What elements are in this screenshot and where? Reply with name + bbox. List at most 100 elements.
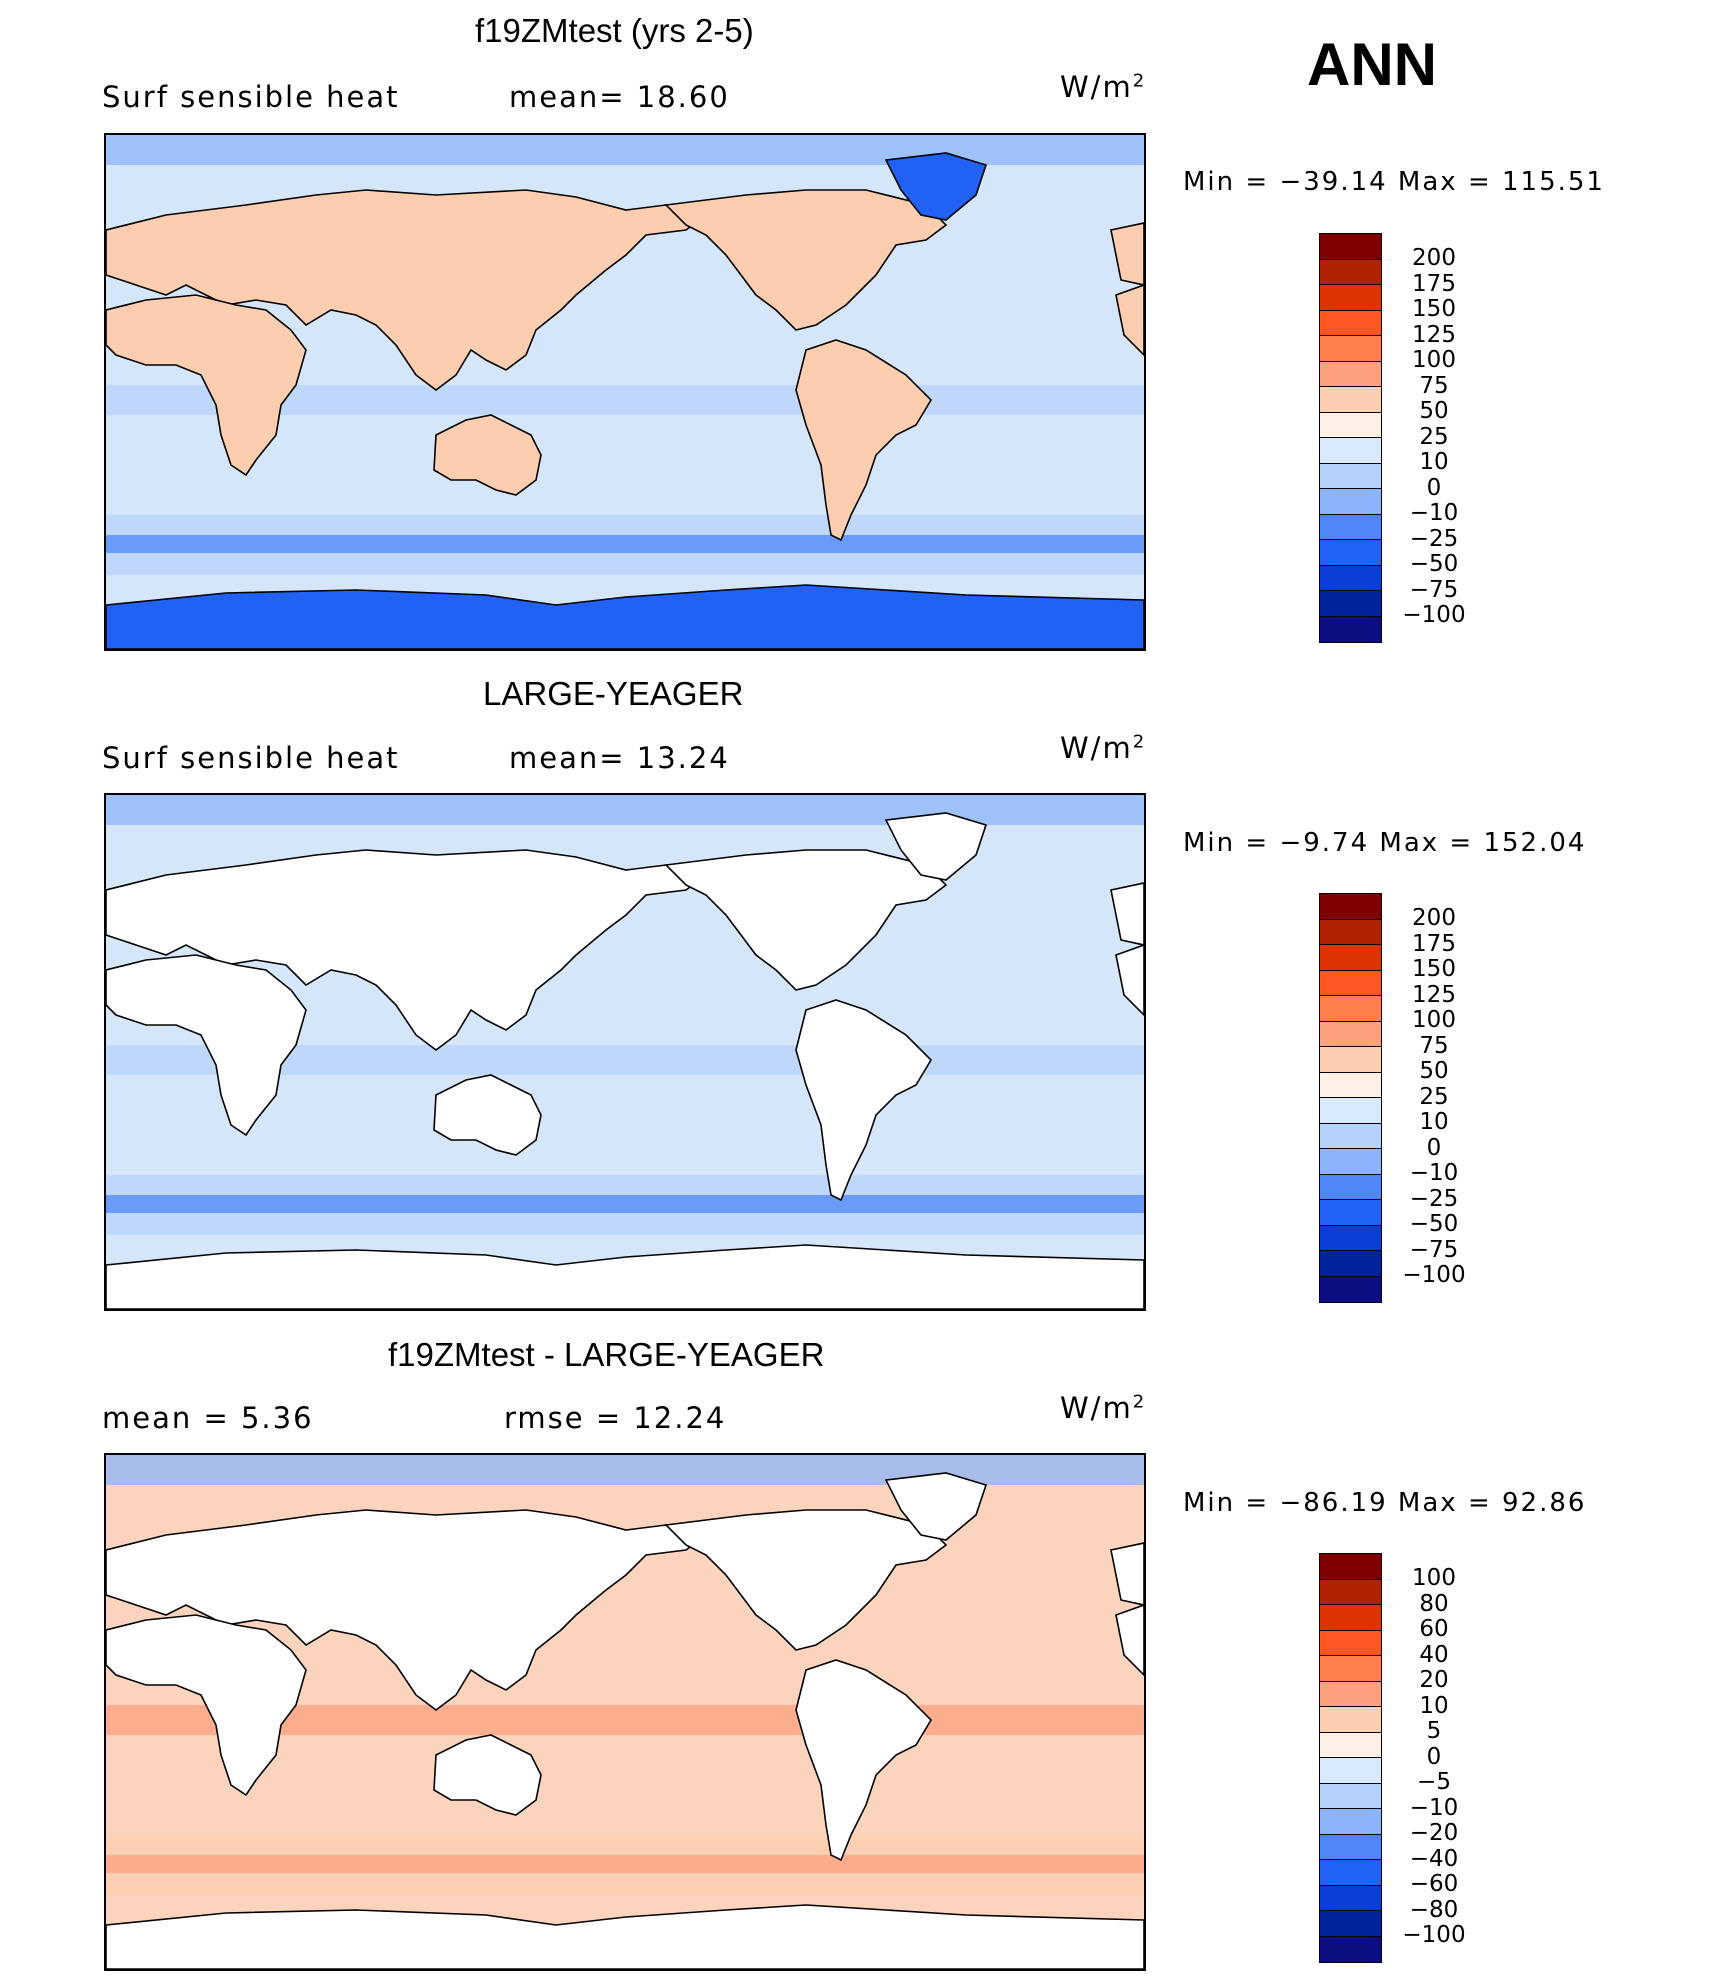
- panel-3-mean-label: mean = 5.36: [102, 1401, 314, 1435]
- continent-antarctica: [106, 584, 1144, 649]
- colorbar-swatch: [1320, 1200, 1381, 1226]
- colorbar-level-label: 200: [1412, 905, 1456, 931]
- panel-2-minmax: Min = −9.74 Max = 152.04: [1183, 828, 1587, 858]
- panel-2-colorbar-labels: 200 175 150 125 100 75 50 25 10 0 −10 −25 −50 −75 −100: [1398, 905, 1470, 1289]
- panel-1-map: [104, 133, 1146, 651]
- colorbar-swatch: [1320, 1251, 1381, 1277]
- field-band: [106, 1455, 1144, 1485]
- colorbar-swatch: [1320, 310, 1381, 336]
- colorbar-level-label: 20: [1419, 1667, 1449, 1693]
- continent-africa: [106, 294, 307, 477]
- season-label: ANN: [1307, 31, 1437, 98]
- colorbar-swatch: [1320, 514, 1381, 540]
- continent-africa: [106, 954, 307, 1137]
- colorbar-level-label: 75: [1419, 372, 1449, 399]
- colorbar-swatch: [1320, 1174, 1381, 1200]
- continent-eu_right: [1110, 882, 1144, 946]
- panel-3-units: W/m2: [1060, 1391, 1147, 1425]
- field-band: [106, 135, 1144, 165]
- panel-2-map: [104, 793, 1146, 1311]
- colorbar-swatch: [1320, 1630, 1381, 1656]
- colorbar-swatch: [1320, 1681, 1381, 1707]
- colorbar-level-label: −10: [1409, 1160, 1459, 1186]
- field-band: [106, 1195, 1144, 1213]
- colorbar-swatch: [1320, 1809, 1381, 1835]
- colorbar-swatch: [1320, 1276, 1381, 1302]
- continent-greenland: [884, 1472, 988, 1541]
- colorbar-swatch: [1320, 970, 1381, 996]
- panel-1-minmax: Min = −39.14 Max = 115.51: [1183, 167, 1605, 197]
- colorbar-level-label: 100: [1412, 1007, 1456, 1033]
- panel-1-units: W/m2: [1060, 70, 1147, 104]
- colorbar-level-label: 0: [1426, 1743, 1442, 1770]
- panel-1-mean-label: mean= 18.60: [509, 80, 730, 114]
- colorbar-swatch: [1320, 565, 1381, 591]
- panel-2-mean-label: mean= 13.24: [509, 741, 730, 775]
- continent-australia: [433, 1074, 542, 1156]
- colorbar-swatch: [1320, 1021, 1381, 1047]
- colorbar-level-label: 10: [1419, 449, 1449, 475]
- colorbar-level-label: 40: [1419, 1641, 1449, 1668]
- colorbar-swatch: [1320, 259, 1381, 285]
- colorbar-swatch: [1320, 1149, 1381, 1175]
- continent-greenland: [884, 152, 988, 221]
- panel-1-colorbar: [1319, 233, 1382, 643]
- colorbar-swatch: [1320, 387, 1381, 413]
- colorbar-swatch: [1320, 1579, 1381, 1605]
- continent-europe_asia: [106, 849, 708, 1051]
- colorbar-level-label: 200: [1412, 245, 1456, 271]
- colorbar-level-label: 125: [1412, 981, 1456, 1008]
- colorbar-swatch: [1320, 894, 1381, 920]
- continent-europe_asia: [106, 1509, 708, 1711]
- colorbar-level-label: 50: [1419, 398, 1449, 424]
- continent-antarctica: [106, 1904, 1144, 1969]
- colorbar-level-label: 75: [1419, 1032, 1449, 1059]
- colorbar-swatch: [1320, 1936, 1381, 1962]
- colorbar-level-label: −20: [1409, 1820, 1459, 1846]
- colorbar-level-label: 100: [1412, 1565, 1456, 1591]
- colorbar-level-label: −50: [1409, 551, 1459, 577]
- colorbar-level-label: 25: [1419, 423, 1449, 450]
- colorbar-level-label: 175: [1412, 930, 1456, 957]
- colorbar-swatch: [1320, 438, 1381, 464]
- colorbar-level-label: −10: [1409, 500, 1459, 526]
- continent-sam: [795, 339, 933, 542]
- continent-australia: [433, 1734, 542, 1816]
- continent-nam: [664, 1509, 948, 1651]
- panel-3-map: [104, 1453, 1146, 1971]
- colorbar-swatch: [1320, 489, 1381, 515]
- colorbar-level-label: 10: [1419, 1109, 1449, 1135]
- colorbar-swatch: [1320, 336, 1381, 362]
- colorbar-level-label: 10: [1419, 1692, 1449, 1719]
- continent-nam: [664, 849, 948, 991]
- continent-africa: [106, 1614, 307, 1797]
- colorbar-level-label: −40: [1409, 1845, 1459, 1872]
- colorbar-swatch: [1320, 1885, 1381, 1911]
- panel-1-variable-label: Surf sensible heat: [102, 80, 400, 114]
- colorbar-swatch: [1320, 945, 1381, 971]
- colorbar-level-label: −100: [1402, 602, 1466, 628]
- colorbar-level-label: −5: [1417, 1769, 1451, 1795]
- colorbar-swatch: [1320, 412, 1381, 438]
- panel-2-title: LARGE-YEAGER: [483, 675, 744, 712]
- panel-2-variable-label: Surf sensible heat: [102, 741, 400, 775]
- colorbar-level-label: −50: [1409, 1211, 1459, 1237]
- field-band: [106, 535, 1144, 553]
- colorbar-swatch: [1320, 1554, 1381, 1580]
- colorbar-swatch: [1320, 1834, 1381, 1860]
- colorbar-level-label: 0: [1426, 1134, 1442, 1161]
- colorbar-swatch: [1320, 361, 1381, 387]
- panel-2-colorbar: [1319, 893, 1382, 1303]
- continent-greenland: [884, 812, 988, 881]
- colorbar-level-label: 150: [1412, 956, 1456, 982]
- field-band: [106, 795, 1144, 825]
- colorbar-swatch: [1320, 996, 1381, 1022]
- colorbar-level-label: 125: [1412, 321, 1456, 348]
- panel-3-colorbar: [1319, 1553, 1382, 1963]
- colorbar-level-label: −75: [1409, 1236, 1459, 1263]
- colorbar-level-label: −60: [1409, 1871, 1459, 1897]
- colorbar-level-label: −100: [1402, 1922, 1466, 1948]
- panel-3-rmse-label: rmse = 12.24: [504, 1401, 727, 1435]
- colorbar-swatch: [1320, 1911, 1381, 1937]
- panel-3-colorbar-labels: 100 80 60 40 20 10 5 0 −5 −10 −20 −40 −60 −80 −100: [1398, 1565, 1470, 1949]
